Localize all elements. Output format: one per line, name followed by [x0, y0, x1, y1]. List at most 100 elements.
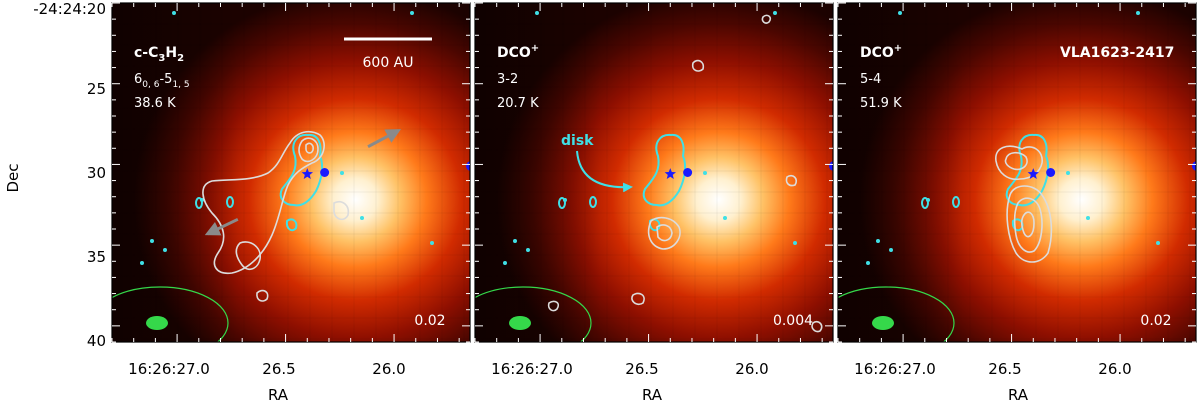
- cyan-speck: [1086, 216, 1090, 220]
- disk-annotation: disk: [561, 133, 594, 149]
- energy-label: 51.9 K: [860, 96, 902, 111]
- gray-contours: [995, 145, 1053, 263]
- contour-level-label: 0.004: [773, 313, 813, 329]
- transition-part: -5: [159, 72, 172, 87]
- image-area: [475, 3, 833, 342]
- gray-contour: [647, 216, 681, 250]
- gray-contour: [1004, 151, 1028, 171]
- protostar-marker: [1027, 168, 1039, 179]
- protostar-marker: [664, 168, 676, 179]
- ticks: [474, 2, 833, 343]
- transition-label: 3-2: [497, 72, 518, 87]
- x-axis-label: RA: [268, 386, 289, 404]
- transition-label: 60, 6-51, 5: [134, 72, 190, 90]
- cyan-speck: [876, 239, 880, 243]
- source-marker: [320, 168, 330, 177]
- edge-marker: [829, 161, 833, 171]
- species-part: H: [165, 45, 177, 61]
- gray-contour: [1006, 185, 1053, 263]
- cyan-speck: [410, 11, 414, 15]
- species-sub: 3: [158, 53, 165, 64]
- gray-contour: [298, 137, 319, 163]
- protostar-marker: [301, 168, 313, 179]
- x-tick-labels-left: 16:26:27.0 26.5 26.0 RA: [128, 360, 406, 404]
- x-tick-labels-middle: 16:26:27.0 26.5 26.0 RA: [491, 360, 769, 404]
- species-part: c-C: [134, 45, 158, 61]
- x-axis-label: RA: [1008, 386, 1029, 404]
- gray-contour: [761, 14, 772, 24]
- panel-frame: [474, 2, 834, 343]
- species-part: DCO: [860, 45, 894, 61]
- cyan-speck: [526, 248, 530, 252]
- gray-contour: [333, 200, 350, 221]
- y-tick-label: 30: [87, 164, 106, 182]
- outflow-arrow: [204, 217, 239, 236]
- gray-contour: [235, 241, 261, 271]
- y-tick-labels: -24:24:20 25 30 35 40: [33, 0, 106, 350]
- image-area: [838, 3, 1196, 342]
- cyan-speck: [150, 239, 154, 243]
- species-part: DCO: [497, 45, 531, 61]
- gray-contour: [995, 145, 1043, 181]
- y-tick-label: 25: [87, 80, 106, 98]
- ticks: [837, 2, 1196, 343]
- disk-contour: [1005, 133, 1050, 207]
- cyan-speck: [793, 241, 797, 245]
- species-sup: +: [894, 43, 902, 54]
- x-tick-label: 16:26:27.0: [491, 360, 573, 378]
- cyan-speck: [1136, 11, 1140, 15]
- energy-label: 38.6 K: [134, 96, 176, 111]
- y-axis-label: Dec: [4, 163, 22, 192]
- beam-large: [475, 286, 592, 342]
- disk-contour: [279, 133, 324, 207]
- gray-contour: [1020, 211, 1035, 238]
- beam-large: [112, 286, 229, 342]
- outflow-arrow: [367, 129, 402, 148]
- emission-shade: [475, 3, 833, 342]
- cyan-speck: [172, 11, 176, 15]
- gray-contour: [202, 130, 325, 275]
- contour-level-label: 0.02: [414, 313, 445, 329]
- gray-contour: [631, 292, 645, 306]
- gray-contour: [256, 289, 269, 302]
- x-tick-label: 26.0: [1098, 360, 1131, 378]
- transition-label: 5-4: [860, 72, 881, 87]
- beam-small: [872, 316, 894, 330]
- gray-contour: [656, 224, 673, 242]
- x-tick-label: 26.0: [735, 360, 768, 378]
- cyan-speck: [898, 11, 902, 15]
- disk-contour-small: [285, 218, 298, 232]
- beam-large: [838, 286, 955, 342]
- emission-shade: [838, 3, 1196, 342]
- species-label: c-C3H2: [134, 45, 184, 64]
- transition-sub: 1, 5: [172, 80, 189, 90]
- x-tick-label: 16:26:27.0: [854, 360, 936, 378]
- pixel-grid: [838, 3, 1196, 342]
- x-tick-label: 26.5: [625, 360, 658, 378]
- x-tick-label: 26.5: [988, 360, 1021, 378]
- cyan-speck: [866, 261, 870, 265]
- x-tick-label: 26.0: [372, 360, 405, 378]
- cyan-speck: [703, 171, 707, 175]
- cyan-contours: [866, 11, 1160, 265]
- pixel-grid: [112, 3, 470, 342]
- cyan-contours: [503, 11, 797, 265]
- panel-frame: [837, 2, 1197, 343]
- species-label: DCO+: [497, 43, 539, 61]
- cyan-speck: [535, 11, 539, 15]
- cyan-blob: [952, 196, 960, 208]
- edge-marker: [466, 161, 470, 171]
- gray-contour: [547, 300, 560, 312]
- beam-small: [146, 316, 168, 330]
- cyan-speck: [1156, 241, 1160, 245]
- species-sup: +: [531, 43, 539, 54]
- cyan-blob: [921, 197, 929, 209]
- panel-labels: DCO+3-220.7 K0.004: [497, 43, 813, 329]
- gray-contour: [691, 59, 705, 72]
- cyan-speck: [430, 241, 434, 245]
- cyan-blob: [195, 197, 203, 209]
- gray-contours: [547, 14, 823, 333]
